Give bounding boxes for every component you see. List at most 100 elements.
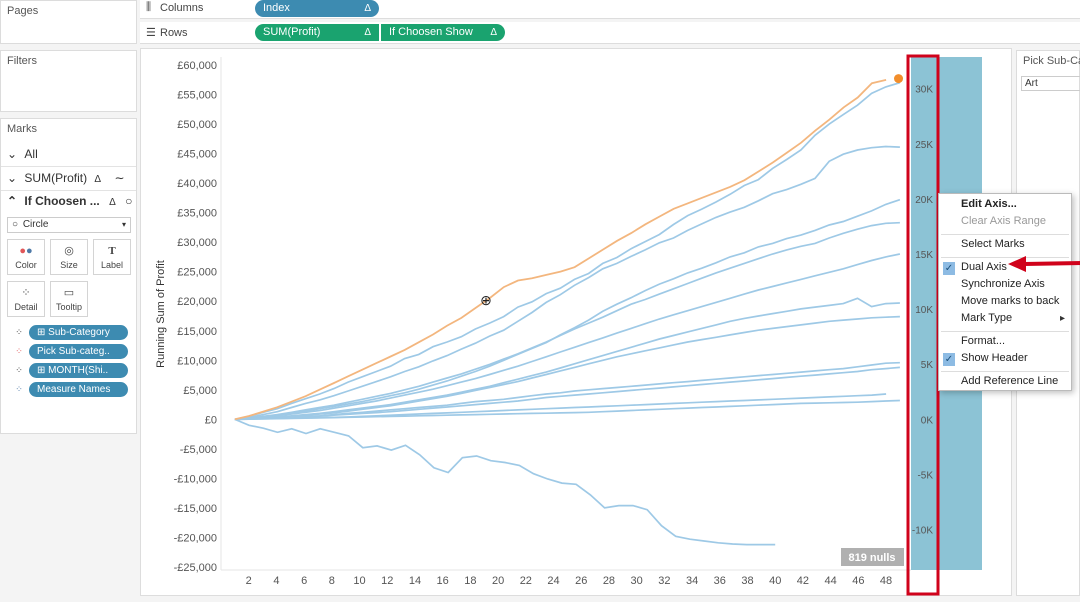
filters-shelf[interactable]: Filters [0, 50, 137, 112]
menu-item-select-marks[interactable]: Select Marks [961, 238, 1025, 250]
series-line[interactable] [234, 145, 900, 421]
columns-shelf[interactable]: ⫼ Columns Index Δ [140, 0, 1080, 19]
menu-item-format[interactable]: Format... [961, 335, 1005, 347]
marks-all-row[interactable]: ⌄ All [7, 147, 38, 161]
x-tick-label: 42 [797, 575, 809, 587]
series-line[interactable] [234, 315, 900, 421]
menu-separator [941, 331, 1069, 332]
marks-card: Marks ⌄ All ⌄ SUM(Profit) Δ ∼ ⌃ If Choos… [0, 118, 137, 434]
line-mark-icon: ∼ [114, 171, 125, 185]
highlight-series[interactable] [234, 74, 904, 421]
field-pill[interactable]: ⊞ MONTH(Shi.. [29, 363, 128, 378]
detail-button[interactable]: ⁘ Detail [7, 281, 45, 317]
field-pill[interactable]: ⊞ Sub-Category [29, 325, 128, 340]
rows-pill-if-choosen-show[interactable]: If Choosen Show Δ [381, 24, 505, 41]
detail-icon: ⁘ [21, 287, 31, 299]
tooltip-icon: ▭ [63, 287, 75, 299]
detail-field-icon: ⁘ [15, 365, 23, 375]
columns-pill-index[interactable]: Index Δ [255, 0, 379, 17]
menu-item-show-header[interactable]: Show Header [961, 352, 1028, 364]
series-lines[interactable] [234, 81, 901, 546]
pill-label: SUM(Profit) [263, 26, 321, 38]
checkmark-icon: ✓ [943, 262, 955, 275]
x-tick-label: 4 [273, 575, 279, 587]
rows-icon: ☰ [146, 27, 156, 39]
pages-shelf[interactable]: Pages [0, 0, 137, 44]
mark-type-dropdown[interactable]: ○ Circle ▾ [7, 217, 131, 233]
menu-item-edit-axis[interactable]: Edit Axis... [961, 198, 1017, 210]
checkmark-icon: ✓ [943, 353, 955, 366]
nulls-badge-bg[interactable] [841, 548, 904, 566]
menu-item-synchronize-axis[interactable]: Synchronize Axis [961, 278, 1045, 290]
right-y-tick-label: 15K [915, 250, 933, 261]
highlight-point[interactable] [894, 74, 904, 84]
right-axis-ticks[interactable]: 30K 25K 20K 15K 10K 5K 0K -5K -10K [912, 85, 933, 537]
series-line[interactable] [234, 253, 901, 421]
x-tick-label: 2 [246, 575, 252, 587]
x-tick-label: 24 [547, 575, 559, 587]
marks-if-choosen-row[interactable]: ⌃ If Choosen ... Δ ○ [7, 194, 132, 208]
field-pill[interactable]: Measure Names [29, 382, 128, 397]
right-y-tick-label: -10K [912, 526, 933, 537]
highlight-line[interactable] [234, 79, 887, 421]
series-line[interactable] [234, 221, 900, 421]
x-tick-label: 40 [769, 575, 781, 587]
pill-label: Index [263, 2, 290, 14]
parameter-dropdown[interactable]: Art [1021, 76, 1080, 91]
delta-icon: Δ [490, 27, 497, 38]
color-icon: ●● [19, 245, 33, 257]
mark-type-value: Circle [22, 219, 49, 230]
y-tick-label: £60,000 [177, 60, 217, 72]
delta-icon: Δ [364, 27, 371, 38]
x-tick-label: 8 [329, 575, 335, 587]
parameter-value: Art [1025, 78, 1038, 89]
series-line[interactable] [234, 81, 901, 421]
size-button[interactable]: ◎ Size [50, 239, 88, 275]
detail-label: Detail [14, 302, 38, 312]
menu-item-label: Synchronize Axis [961, 278, 1045, 290]
tooltip-button[interactable]: ▭ Tooltip [50, 281, 88, 317]
x-tick-label: 10 [353, 575, 365, 587]
series-line[interactable] [234, 399, 900, 421]
y-tick-label: £35,000 [177, 208, 217, 220]
circle-mark-icon: ○ [125, 194, 133, 208]
color-button[interactable]: ●● Color [7, 239, 45, 275]
y-tick-label: £55,000 [177, 90, 217, 102]
field-pill[interactable]: Pick Sub-categ.. [29, 344, 128, 359]
y-tick-label: -£25,000 [174, 562, 217, 574]
label-icon: T [108, 245, 116, 257]
series-line[interactable] [234, 418, 776, 546]
nulls-badge[interactable]: 819 nulls [848, 552, 895, 564]
right-y-tick-label: 25K [915, 140, 933, 151]
rows-shelf[interactable]: ☰ Rows SUM(Profit) Δ If Choosen Show Δ [140, 22, 1080, 44]
y-tick-label: £0 [205, 414, 217, 426]
x-axis-ticks[interactable]: 2 4 6 8 10 12 14 16 18 20 22 24 26 28 30 32 34 36 38 40 42 44… [246, 575, 893, 587]
rows-pill-sum-profit[interactable]: SUM(Profit) Δ [255, 24, 379, 41]
menu-item-move-marks-to-back[interactable]: Move marks to back [961, 295, 1059, 307]
y-tick-label: -£5,000 [180, 444, 217, 456]
marks-sum-profit-row[interactable]: ⌄ SUM(Profit) Δ ∼ [7, 171, 125, 185]
y-tick-label: £5,000 [183, 385, 217, 397]
x-tick-label: 12 [381, 575, 393, 587]
menu-item-add-reference-line[interactable]: Add Reference Line [961, 375, 1058, 387]
menu-item-dual-axis[interactable]: Dual Axis [961, 261, 1007, 273]
menu-item-label: Format... [961, 335, 1006, 347]
chevron-up-icon: ⌃ [7, 194, 18, 208]
y-axis-ticks[interactable]: £60,000 £55,000 £50,000 £45,000 £40,000 £35,0… [174, 60, 217, 574]
x-tick-label: 48 [880, 575, 892, 587]
menu-item-mark-type[interactable]: Mark Type [961, 312, 1012, 324]
x-tick-label: 14 [409, 575, 421, 587]
axis-context-menu: Edit Axis... Clear Axis Range Select Marks… [938, 193, 1072, 391]
line-chart[interactable]: Running Sum of Profit £60,000 £55,000 £50,… [141, 49, 1013, 597]
y-tick-label: -£10,000 [174, 473, 217, 485]
series-line[interactable] [234, 297, 900, 421]
right-y-tick-label: 5K [921, 360, 934, 371]
x-tick-label: 28 [603, 575, 615, 587]
label-button[interactable]: T Label [93, 239, 131, 275]
menu-item-label: Dual Axis [961, 261, 1007, 273]
x-tick-label: 32 [658, 575, 670, 587]
series-line[interactable] [234, 366, 900, 421]
chart-view[interactable]: Running Sum of Profit £60,000 £55,000 £50,… [140, 48, 1012, 596]
menu-item-label: Show Header [961, 352, 1028, 364]
size-label: Size [60, 260, 78, 270]
